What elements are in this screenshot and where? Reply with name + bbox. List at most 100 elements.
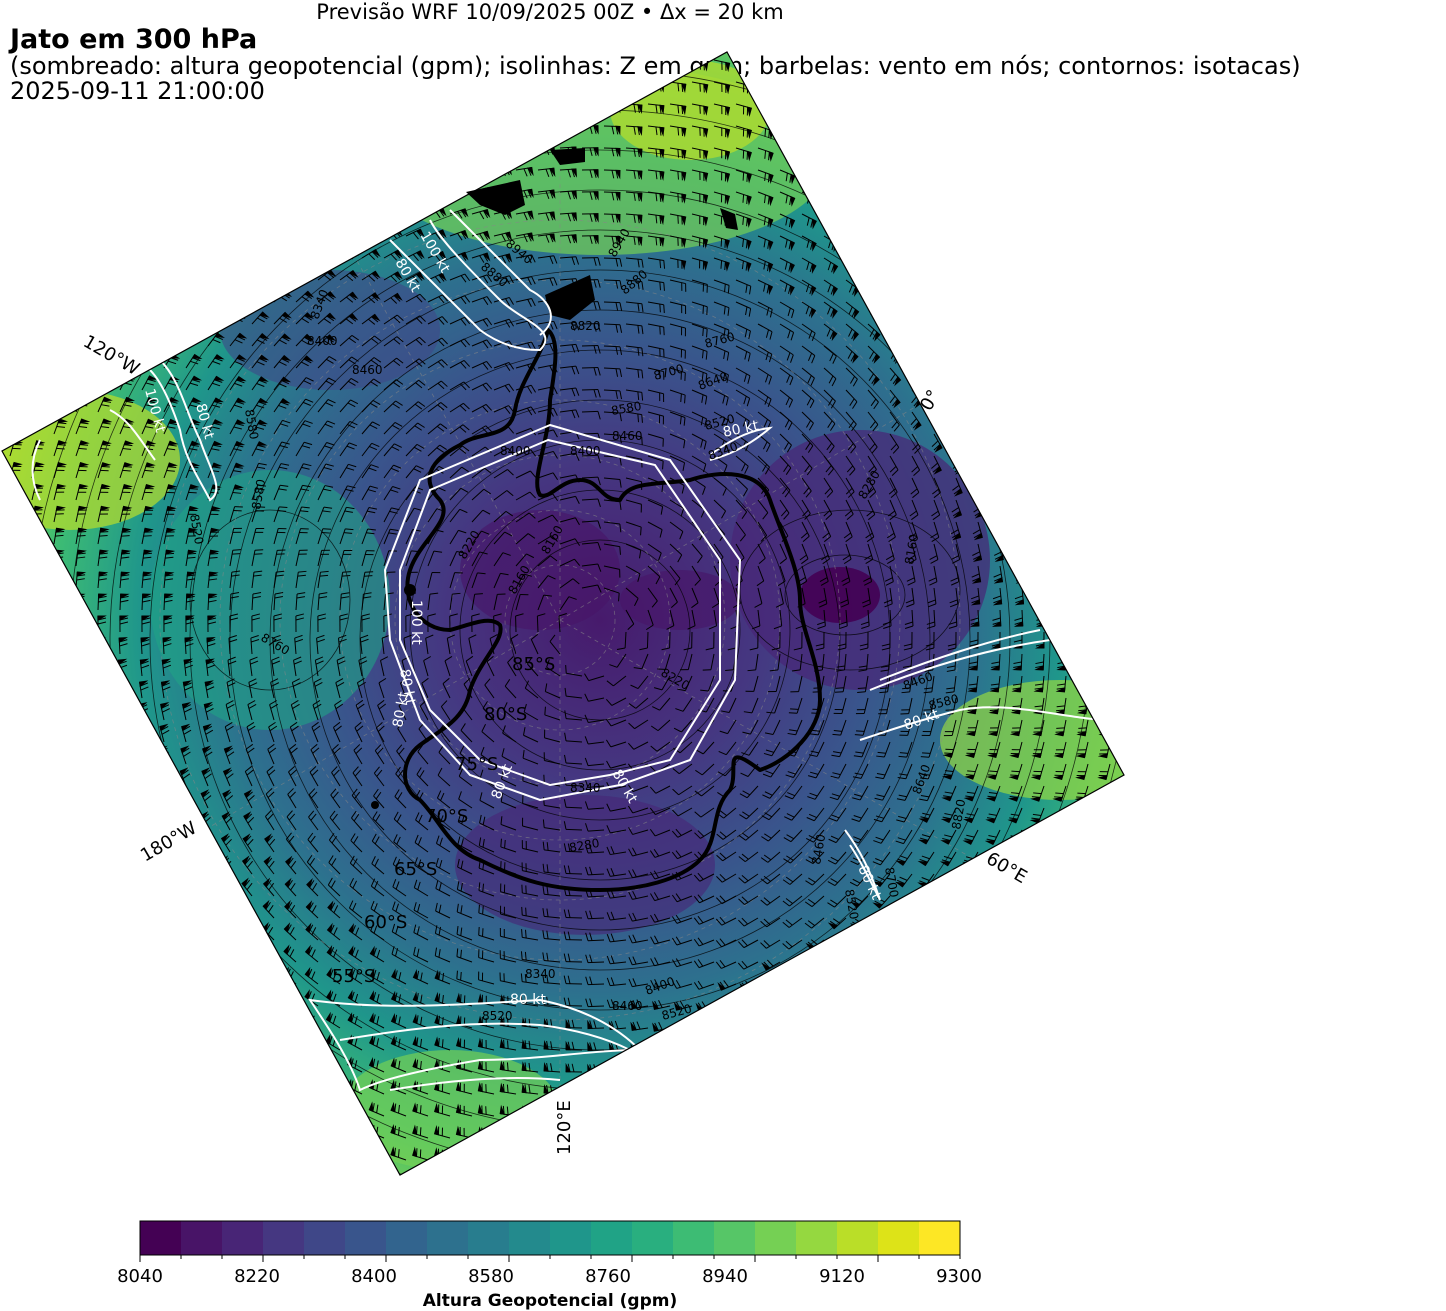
wind-barb-feather [273, 613, 283, 617]
wind-barb-pennant [36, 331, 48, 336]
wind-barb-feather [984, 110, 989, 119]
wind-barb-feather [213, 422, 222, 426]
wind-barb-pennant [832, 285, 838, 297]
wind-barb-pennant [172, 114, 183, 123]
wind-barb-feather [346, 165, 353, 173]
wind-barb-feather [239, 140, 247, 147]
wind-barb-pennant [659, 60, 665, 71]
wind-barb-pennant [1070, 222, 1078, 233]
wind-barb-feather [589, 213, 593, 222]
wind-barb [515, 553, 527, 567]
wind-barb-pennant [120, 571, 131, 577]
wind-barb-pennant [52, 637, 63, 643]
wind-barb-feather [327, 207, 335, 214]
wind-barb-feather [997, 488, 1005, 495]
wind-barb-feather [1059, 573, 1068, 578]
wind-barb [425, 638, 429, 655]
wind-barb [955, 323, 967, 337]
wind-barb-feather [14, 228, 23, 233]
wind-barb-feather [349, 229, 357, 236]
wind-barb-feather [866, 536, 875, 543]
wind-barb-feather [545, 190, 550, 199]
wind-barb-feather [1084, 466, 1093, 473]
wind-barb [317, 442, 328, 457]
wind-barb [229, 181, 243, 193]
wind-barb-feather [838, 621, 848, 626]
wind-barb-feather [229, 617, 239, 621]
wind-barb-feather [236, 55, 244, 62]
wind-barb-feather [149, 270, 158, 275]
wind-barb-pennant [282, 181, 293, 190]
wind-barb [251, 593, 254, 611]
wind-barb-pennant [148, 266, 160, 273]
wind-barb-feather [367, 528, 376, 531]
wind-barb [933, 609, 936, 627]
wind-barb-feather [530, 633, 539, 640]
wind-barb-pennant [963, 154, 970, 166]
wind-barb-feather [13, 294, 23, 298]
wind-barb-feather [655, 60, 658, 70]
wind-barb-feather [571, 256, 576, 266]
wind-barb-feather [427, 613, 436, 617]
wind-barb [1087, 147, 1100, 160]
wind-barb-feather [784, 442, 790, 450]
wind-barb-pennant [393, 184, 403, 194]
wind-barb-feather [508, 318, 514, 327]
wind-barb-pennant [812, 107, 818, 119]
wind-barb-pennant [593, 213, 599, 223]
wind-barb [911, 235, 925, 247]
wind-barb-feather [999, 399, 1007, 407]
wind-barb-pennant [371, 248, 381, 257]
wind-barb-feather [39, 182, 48, 187]
wind-barb [1087, 521, 1092, 538]
wind-barb-feather [765, 329, 770, 338]
wind-barb-pennant [327, 139, 337, 148]
wind-barb-feather [1083, 485, 1091, 491]
wind-barb-feather [972, 555, 981, 560]
wind-barb-pennant [919, 242, 926, 254]
wind-barb-feather [168, 422, 178, 426]
wind-barb-feather [459, 508, 468, 514]
wind-barb-pennant [1114, 178, 1122, 189]
wind-barb-feather [418, 379, 426, 386]
wind-barb-feather [436, 425, 445, 432]
wind-barb-feather [958, 174, 963, 183]
wind-barb-feather [31, 639, 40, 643]
wind-barb-feather [788, 285, 792, 294]
wind-barb [559, 387, 576, 391]
wind-barb-feather [169, 98, 178, 105]
wind-barb [31, 200, 42, 215]
wind-barb-feather [527, 233, 532, 242]
wind-barb [141, 223, 153, 237]
wind-barb-feather [1044, 197, 1050, 206]
wind-barb-feather [1068, 64, 1073, 73]
wind-barb [317, 463, 327, 479]
wind-barb-feather [14, 250, 23, 255]
wind-barb-feather [373, 378, 381, 384]
wind-barb-pennant [194, 115, 205, 123]
wind-barb-feather [80, 422, 89, 425]
wind-barb-feather [260, 227, 269, 234]
wind-barb-pennant [812, 85, 818, 97]
wind-barb-feather [999, 307, 1006, 316]
wind-barb-feather [947, 647, 957, 651]
wind-barb-pennant [482, 78, 491, 88]
wind-barb-feather [364, 571, 374, 573]
wind-barb-pennant [258, 333, 270, 340]
wind-barb-pennant [105, 157, 116, 165]
wind-barb [163, 71, 177, 83]
wind-barb-pennant [482, 252, 491, 262]
wind-barb-feather [661, 483, 664, 492]
wind-barb-feather [978, 377, 986, 385]
wind-barb-feather [282, 419, 291, 424]
wind-barb [911, 499, 919, 516]
wind-barb-feather [394, 186, 401, 194]
wind-barb-pennant [99, 527, 110, 533]
wind-barb-pennant [1102, 599, 1112, 606]
wind-barb-feather [1058, 617, 1067, 621]
wind-barb [757, 301, 773, 310]
wind-barb-feather [122, 469, 131, 472]
wind-barb-feather [1091, 134, 1097, 142]
wind-barb-feather [615, 82, 619, 91]
wind-barb-pennant [234, 419, 246, 424]
